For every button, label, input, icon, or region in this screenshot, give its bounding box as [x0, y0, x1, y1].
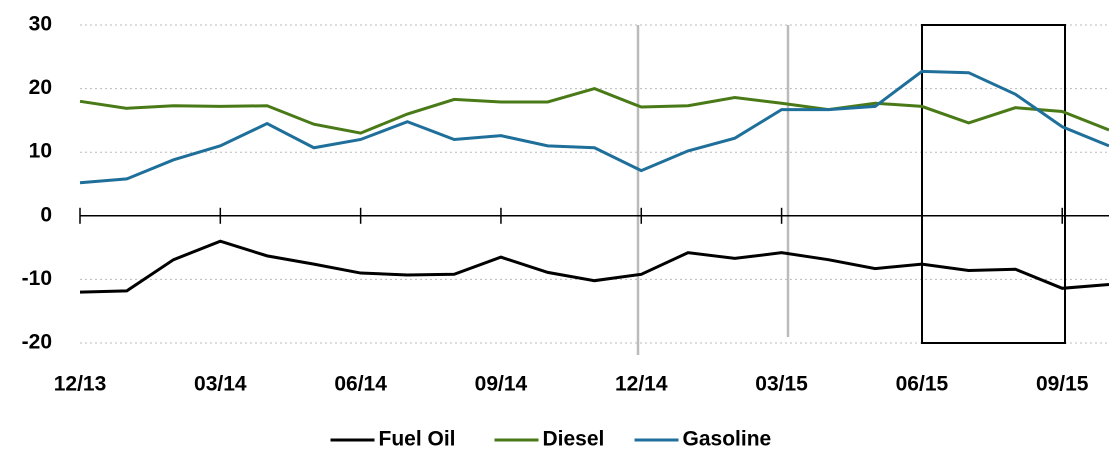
line-series	[79, 239, 1109, 294]
y-tick-label: 30	[29, 13, 52, 36]
x-tick-label: 06/14	[334, 373, 387, 396]
x-tick-label: 03/15	[755, 373, 808, 396]
legend-label: Fuel Oil	[379, 428, 456, 451]
x-tick-label: 12/14	[615, 373, 668, 396]
y-tick-label: 0	[40, 203, 52, 226]
x-tick-label: 09/15	[1036, 373, 1089, 396]
line-series	[79, 69, 1109, 185]
x-tick-label: 09/14	[475, 373, 528, 396]
line-series	[79, 87, 1109, 135]
legend-label: Diesel	[543, 428, 605, 451]
legend-label: Gasoline	[683, 428, 772, 451]
y-tick-label: 10	[29, 140, 52, 163]
y-tick-label: -20	[22, 331, 52, 354]
x-tick-label: 03/14	[194, 373, 247, 396]
x-tick-label: 06/15	[896, 373, 949, 396]
x-tick-label: 12/13	[54, 373, 107, 396]
y-tick-label: 20	[29, 76, 52, 99]
y-tick-label: -10	[22, 267, 52, 290]
highlight-box	[921, 24, 1066, 344]
